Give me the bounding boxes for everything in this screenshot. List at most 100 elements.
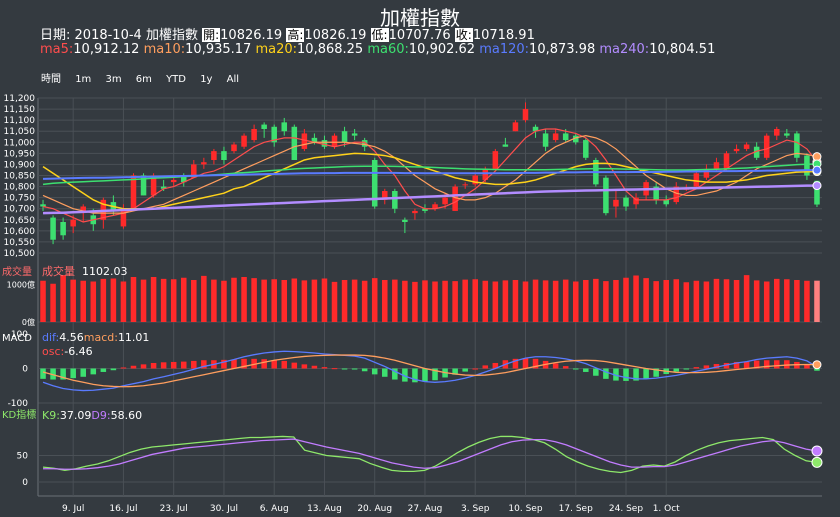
osc-bar — [60, 368, 66, 380]
volume-bar — [774, 278, 780, 322]
ma120-end-marker — [812, 165, 822, 175]
volume-bar — [663, 280, 669, 322]
volume-title: 成交量 — [42, 264, 75, 278]
osc-bar — [623, 368, 629, 381]
volume-bar — [753, 280, 760, 322]
osc-bar — [110, 368, 117, 371]
osc-bar — [593, 368, 599, 376]
osc-bar — [572, 368, 579, 370]
osc-bar — [633, 368, 639, 381]
osc-bar — [351, 368, 358, 370]
osc-bar — [180, 361, 187, 369]
volume-bar — [321, 278, 328, 322]
ma10-value: 10,935.17 — [185, 42, 252, 57]
macd-end-marker — [812, 360, 822, 370]
osc-bar — [70, 368, 76, 379]
volume-bar — [201, 275, 207, 322]
range-6m-button[interactable]: 6m — [135, 74, 152, 85]
range-label-time: 時間 — [41, 74, 61, 85]
candle-body — [633, 197, 639, 205]
osc-bar — [653, 368, 659, 377]
volume-bar — [170, 279, 177, 322]
candle-body — [532, 126, 539, 132]
range-ytd-button[interactable]: YTD — [166, 74, 186, 85]
volume-bar — [733, 280, 740, 322]
candle-body — [70, 219, 76, 227]
volume-tick-label: 1000億 — [7, 280, 35, 290]
candle-body — [402, 219, 408, 222]
osc-bar — [140, 364, 147, 369]
volume-bar — [221, 280, 227, 322]
candle-body — [120, 208, 127, 227]
ma240-line — [42, 184, 817, 215]
price-tick-label: 10,850 — [4, 172, 36, 182]
candle-body — [191, 164, 197, 178]
osc-bar — [231, 359, 237, 369]
page-title: 加權指數 — [380, 6, 460, 30]
volume-bar — [532, 279, 539, 322]
candle-body — [713, 162, 720, 169]
x-tick-label: 13. Aug — [307, 504, 342, 514]
volume-bar — [211, 279, 217, 322]
macd-label: macd: — [84, 331, 118, 344]
ma240-value: 10,804.51 — [649, 42, 716, 57]
range-1y-button[interactable]: 1y — [200, 74, 213, 85]
candle-body — [241, 135, 247, 147]
date-label: 日期: — [40, 28, 71, 43]
k-line — [42, 435, 818, 474]
volume-bar — [763, 281, 770, 322]
osc-bar — [382, 368, 388, 377]
candle-body — [331, 135, 338, 147]
candle-body — [753, 146, 760, 158]
volume-value: 1102.03 — [82, 265, 128, 278]
volume-bar — [653, 281, 659, 322]
candle-body — [351, 133, 358, 136]
x-tick-label: 20. Aug — [357, 504, 392, 514]
osc-bar — [100, 368, 107, 372]
osc-bar — [281, 360, 288, 369]
ma120-label: ma120: — [479, 42, 530, 57]
ma10-label: ma10: — [143, 42, 186, 57]
volume-bar — [70, 279, 76, 322]
range-1m-button[interactable]: 1m — [75, 74, 92, 85]
candle-body — [784, 133, 790, 136]
volume-bar — [271, 279, 277, 322]
ma60-label: ma60: — [367, 42, 409, 57]
candle-body — [40, 204, 46, 207]
candle-body — [673, 186, 680, 203]
osc-bar — [562, 366, 569, 369]
x-tick-label: 27. Aug — [408, 504, 443, 514]
candle-body — [422, 208, 428, 211]
volume-bar — [462, 279, 468, 322]
volume-bar — [241, 277, 247, 322]
candle-body — [663, 199, 669, 205]
volume-bar — [502, 280, 509, 322]
range-3m-button[interactable]: 3m — [105, 74, 122, 85]
osc-bar — [361, 368, 368, 372]
candle-body — [140, 175, 147, 196]
candle-body — [502, 144, 509, 147]
osc-bar — [432, 368, 438, 381]
volume-bar — [311, 279, 318, 322]
osc-bar — [130, 365, 137, 369]
osc-bar — [160, 362, 167, 369]
volume-axis-label: 成交量 — [2, 265, 32, 278]
ma60-line — [42, 163, 817, 186]
macd-tick-label: 0 — [22, 365, 28, 375]
volume-bar — [371, 278, 378, 322]
osc-bar — [552, 363, 559, 369]
osc-bar — [80, 368, 86, 377]
candle-body — [442, 197, 448, 205]
osc-bar — [613, 368, 619, 381]
range-all-button[interactable]: All — [226, 74, 240, 85]
osc-bar — [402, 368, 408, 382]
volume-bar — [452, 281, 458, 322]
macd-legend: dif:4.56macd:11.01 osc:-6.46 — [42, 331, 149, 358]
ma5-label: ma5: — [40, 42, 74, 57]
volume-bar — [231, 277, 237, 322]
volume-bar — [60, 275, 66, 322]
osc-bar — [723, 362, 730, 369]
candle-body — [613, 199, 619, 207]
candle-body — [392, 191, 398, 209]
